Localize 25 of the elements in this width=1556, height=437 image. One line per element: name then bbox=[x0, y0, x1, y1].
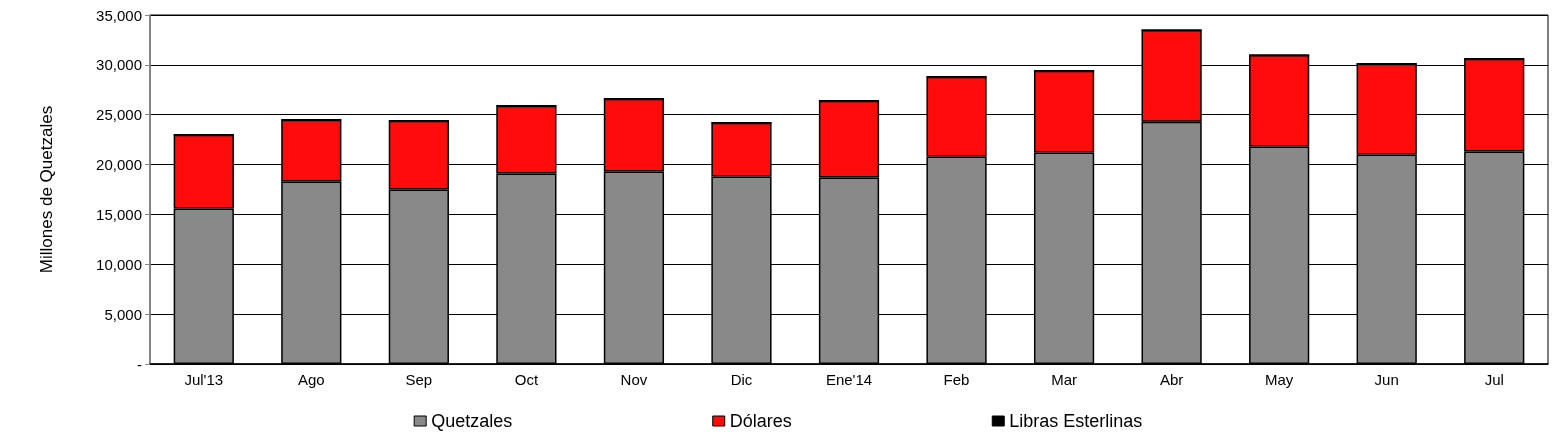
x-tick-label: Mar bbox=[1051, 371, 1077, 388]
y-tick-label: 35,000 bbox=[96, 6, 142, 24]
x-tick-label: Dic bbox=[730, 371, 753, 388]
y-tick-label: 5,000 bbox=[104, 305, 142, 323]
legend-label: Libras Esterlinas bbox=[1009, 411, 1143, 431]
x-tick-label: Nov bbox=[620, 371, 648, 388]
x-tick-label: Sep bbox=[405, 371, 433, 388]
y-tick-label: 15,000 bbox=[96, 205, 142, 223]
x-tick-label: Jul'13 bbox=[184, 371, 224, 388]
y-tick-label: 25,000 bbox=[96, 106, 142, 124]
y-tick-label: 10,000 bbox=[96, 255, 142, 273]
y-tick-label: 20,000 bbox=[96, 156, 142, 174]
x-tick-label: Abr bbox=[1159, 371, 1184, 388]
y-tick-label: - bbox=[137, 355, 142, 373]
x-tick-label: Ago bbox=[297, 371, 325, 388]
x-tick-label: Jun bbox=[1374, 371, 1399, 388]
y-tick-label: 30,000 bbox=[96, 56, 142, 74]
x-tick-label: Feb bbox=[943, 371, 970, 388]
legend-label: Quetzales bbox=[431, 411, 513, 431]
x-tick-label: Jul bbox=[1484, 371, 1504, 388]
x-tick-label: Ene'14 bbox=[825, 371, 873, 388]
x-tick-label: Oct bbox=[514, 371, 539, 388]
x-tick-label: May bbox=[1264, 371, 1294, 388]
legend-label: Dólares bbox=[729, 411, 792, 431]
y-axis-title: Millones de Quetzales bbox=[37, 105, 56, 274]
